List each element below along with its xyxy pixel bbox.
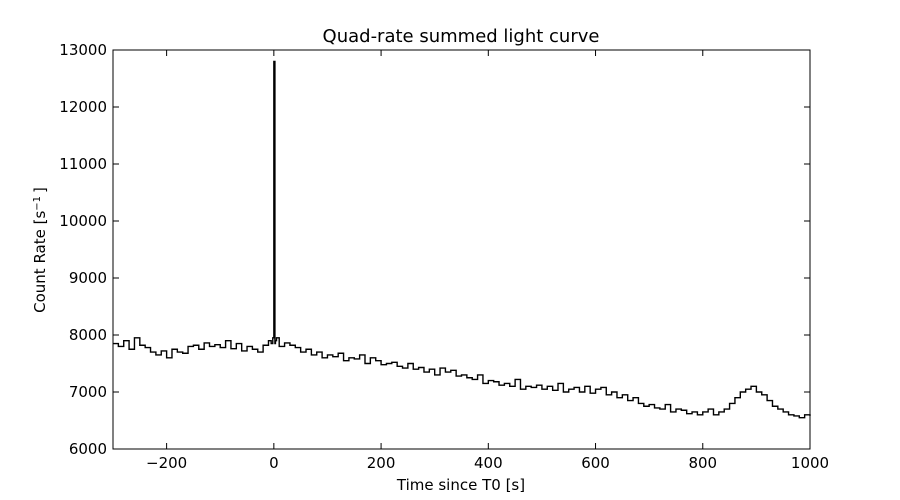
x-tick-label: 800 bbox=[688, 454, 717, 472]
y-tick-label: 12000 bbox=[59, 98, 107, 116]
chart-title: Quad-rate summed light curve bbox=[323, 26, 600, 47]
x-tick-label: 400 bbox=[474, 454, 503, 472]
y-tick-label: 11000 bbox=[59, 155, 107, 173]
y-axis-label-end: ] bbox=[31, 187, 49, 193]
plot-area bbox=[113, 60, 811, 419]
x-axis-label: Time since T0 [s] bbox=[396, 476, 525, 494]
y-axis-label: Count Rate [s−1] bbox=[31, 187, 49, 313]
x-tick-label: −200 bbox=[146, 454, 187, 472]
x-tick-label: 0 bbox=[269, 454, 279, 472]
y-tick-label: 10000 bbox=[59, 212, 107, 230]
y-axis-label-sup: −1 bbox=[32, 196, 43, 211]
y-tick-label: 7000 bbox=[69, 383, 107, 401]
x-axis: −200 0 200 400 600 800 1000 bbox=[146, 50, 829, 472]
y-tick-label: 8000 bbox=[69, 326, 107, 344]
y-axis: 6000 7000 8000 9000 10000 11000 12000 13000 bbox=[59, 41, 810, 458]
plot-frame bbox=[112, 49, 811, 450]
x-tick-label: 200 bbox=[367, 454, 396, 472]
y-axis-label-main: Count Rate [s bbox=[31, 211, 49, 313]
y-tick-label: 9000 bbox=[69, 269, 107, 287]
series-line bbox=[113, 60, 811, 419]
x-tick-label: 600 bbox=[581, 454, 610, 472]
x-tick-label: 1000 bbox=[791, 454, 829, 472]
y-tick-label: 6000 bbox=[69, 440, 107, 458]
y-tick-label: 13000 bbox=[59, 41, 107, 59]
